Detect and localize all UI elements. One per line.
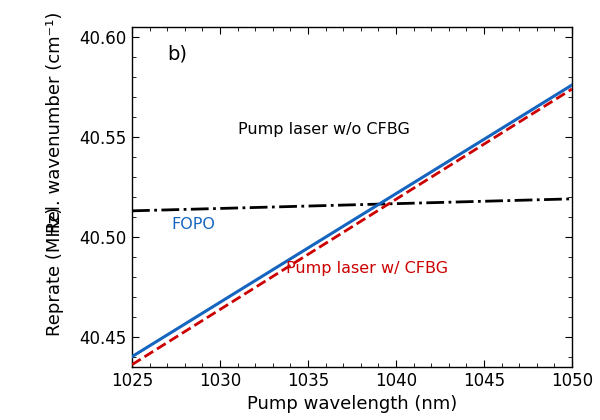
Text: Rel. wavenumber (cm⁻¹): Rel. wavenumber (cm⁻¹) <box>46 11 64 233</box>
Text: b): b) <box>167 44 187 63</box>
Text: Pump laser w/o CFBG: Pump laser w/o CFBG <box>238 122 409 137</box>
Text: Reprate (MHz): Reprate (MHz) <box>46 207 64 336</box>
X-axis label: Pump wavelength (nm): Pump wavelength (nm) <box>247 395 457 413</box>
Text: Pump laser w/ CFBG: Pump laser w/ CFBG <box>286 261 448 276</box>
Text: FOPO: FOPO <box>172 217 215 232</box>
